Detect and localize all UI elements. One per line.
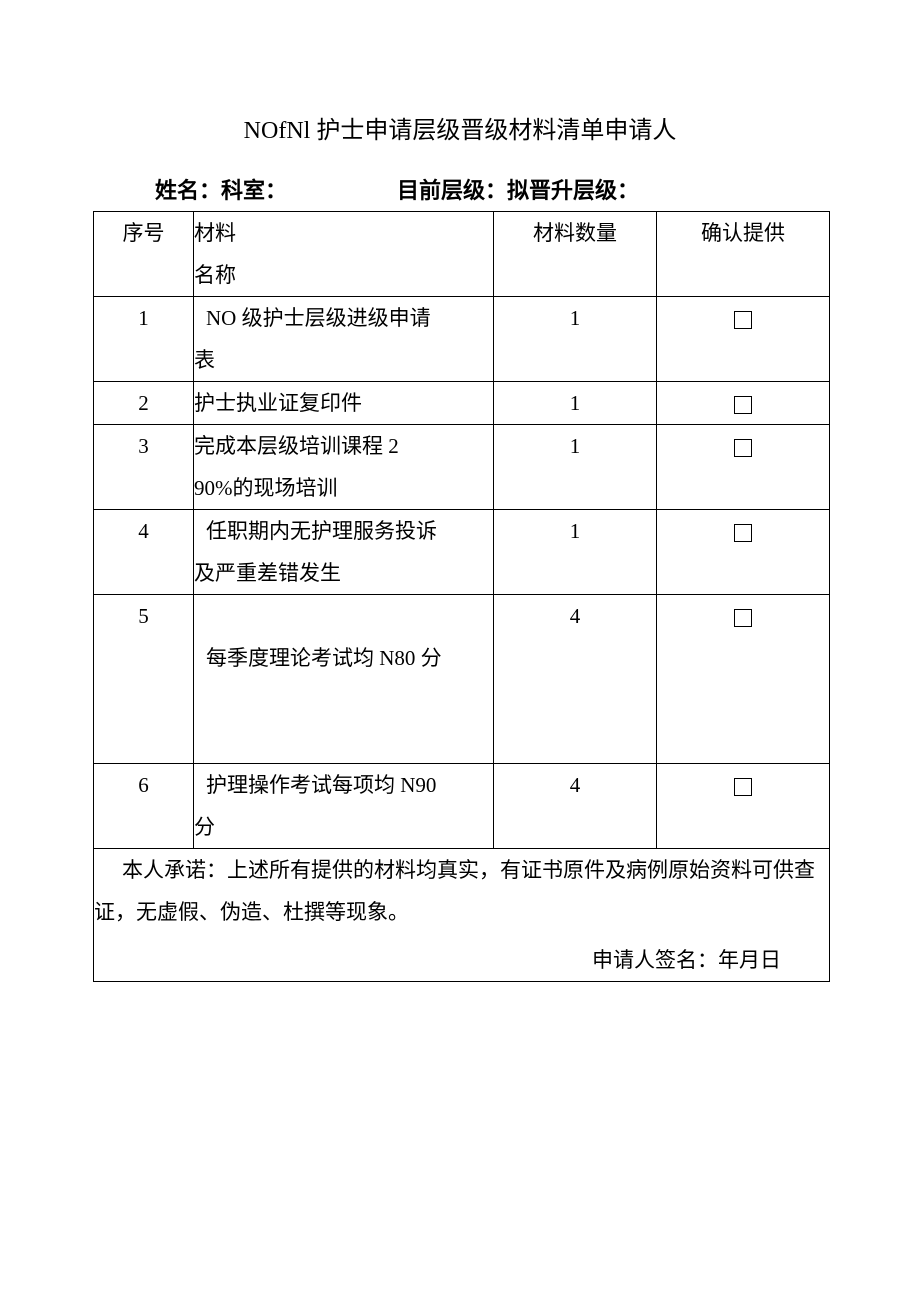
row-qty: 1 — [494, 425, 657, 510]
table-footer-row: 本人承诺：上述所有提供的材料均真实，有证书原件及病例原始资料可供查证，无虚假、伪… — [94, 849, 830, 982]
declaration-text: 本人承诺：上述所有提供的材料均真实，有证书原件及病例原始资料可供查证，无虚假、伪… — [94, 849, 829, 933]
row-name-line1: NO 级护士层级进级申请 — [194, 297, 493, 339]
row-seq: 4 — [94, 510, 194, 595]
row-confirm — [657, 382, 830, 425]
row-seq: 1 — [94, 297, 194, 382]
row-name-line2: 表 — [194, 348, 215, 372]
dept-label: 科室： — [221, 178, 287, 203]
row-name: 完成本层级培训课程 2 90%的现场培训 — [194, 425, 494, 510]
date-label: 年月日 — [718, 948, 781, 972]
row-seq: 3 — [94, 425, 194, 510]
current-level-label: 目前层级： — [397, 178, 507, 203]
declaration-cell: 本人承诺：上述所有提供的材料均真实，有证书原件及病例原始资料可供查证，无虚假、伪… — [94, 849, 830, 982]
table-row: 1 NO 级护士层级进级申请 表 1 — [94, 297, 830, 382]
row-name-line2: 分 — [194, 815, 215, 839]
row-seq: 5 — [94, 595, 194, 764]
row-name: NO 级护士层级进级申请 表 — [194, 297, 494, 382]
row-name-line1: 完成本层级培训课程 2 — [194, 434, 399, 458]
row-name-line2: 每季度理论考试均 N80 分 — [194, 637, 493, 679]
row-confirm — [657, 764, 830, 849]
row-confirm — [657, 425, 830, 510]
row-confirm — [657, 595, 830, 764]
header-confirm: 确认提供 — [657, 212, 830, 297]
checkbox-icon[interactable] — [734, 778, 752, 796]
row-name: 护士执业证复印件 — [194, 382, 494, 425]
row-seq: 6 — [94, 764, 194, 849]
name-label: 姓名： — [155, 178, 221, 203]
table-row: 4 任职期内无护理服务投诉 及严重差错发生 1 — [94, 510, 830, 595]
table-row: 5 每季度理论考试均 N80 分 4 — [94, 595, 830, 764]
materials-table: 序号 材料 名称 材料数量 确认提供 1 NO 级护士层级进级申请 表 1 2 … — [93, 211, 830, 982]
row-qty: 1 — [494, 382, 657, 425]
header-seq: 序号 — [94, 212, 194, 297]
table-header-row: 序号 材料 名称 材料数量 确认提供 — [94, 212, 830, 297]
header-name-line2: 名称 — [194, 263, 236, 287]
row-confirm — [657, 297, 830, 382]
header-name: 材料 名称 — [194, 212, 494, 297]
row-qty: 4 — [494, 595, 657, 764]
sign-label: 申请人签名： — [592, 948, 718, 972]
row-qty: 4 — [494, 764, 657, 849]
header-qty: 材料数量 — [494, 212, 657, 297]
row-name-line1: 护理操作考试每项均 N90 — [194, 764, 493, 806]
row-name-line1: 护士执业证复印件 — [194, 391, 362, 415]
row-seq: 2 — [94, 382, 194, 425]
table-row: 2 护士执业证复印件 1 — [94, 382, 830, 425]
checkbox-icon[interactable] — [734, 609, 752, 627]
signature-line: 申请人签名：年月日 — [94, 939, 829, 981]
header-name-line1: 材料 — [194, 221, 236, 245]
document-title: NOfNl 护士申请层级晋级材料清单申请人 — [0, 110, 920, 145]
row-name-line1: 任职期内无护理服务投诉 — [194, 510, 493, 552]
row-name: 任职期内无护理服务投诉 及严重差错发生 — [194, 510, 494, 595]
row-name-line2: 及严重差错发生 — [194, 561, 341, 585]
row-name: 护理操作考试每项均 N90 分 — [194, 764, 494, 849]
target-level-label: 拟晋升层级： — [507, 178, 639, 203]
row-qty: 1 — [494, 297, 657, 382]
row-qty: 1 — [494, 510, 657, 595]
applicant-info-line: 姓名：科室： 目前层级：拟晋升层级： — [155, 173, 920, 205]
row-name: 每季度理论考试均 N80 分 — [194, 595, 494, 764]
row-name-line2: 90%的现场培训 — [194, 476, 338, 500]
row-confirm — [657, 510, 830, 595]
table-row: 6 护理操作考试每项均 N90 分 4 — [94, 764, 830, 849]
checkbox-icon[interactable] — [734, 439, 752, 457]
checkbox-icon[interactable] — [734, 311, 752, 329]
checkbox-icon[interactable] — [734, 524, 752, 542]
table-row: 3 完成本层级培训课程 2 90%的现场培训 1 — [94, 425, 830, 510]
checkbox-icon[interactable] — [734, 396, 752, 414]
